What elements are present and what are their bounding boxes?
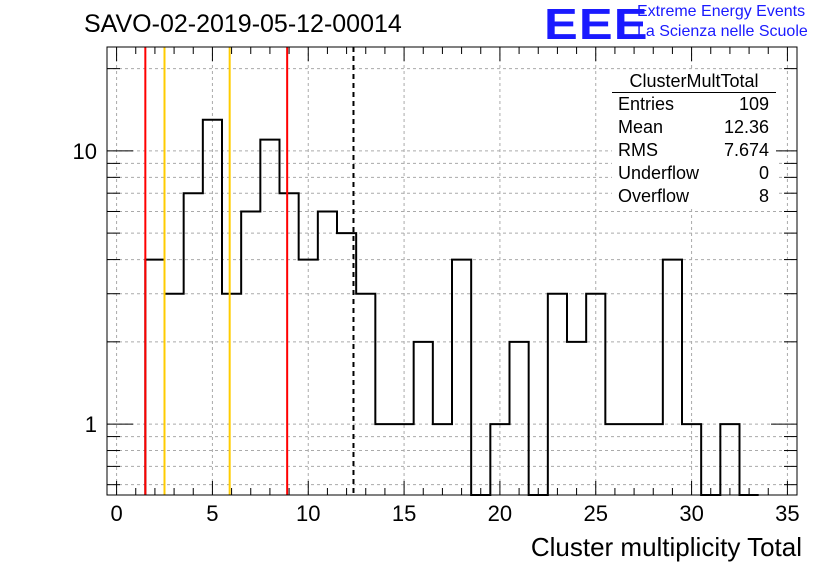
x-tick-label: 15 xyxy=(392,501,416,526)
x-tick-label: 20 xyxy=(488,501,512,526)
stats-value: 8 xyxy=(758,186,769,206)
stats-row-underflow: Underflow 0 xyxy=(612,162,776,185)
stats-box: ClusterMultTotal Entries 109 Mean 12.36 RM… xyxy=(612,70,776,208)
plot-frame xyxy=(106,46,798,496)
x-tick-label: 25 xyxy=(584,501,608,526)
stats-row-rms: RMS 7.674 xyxy=(612,139,776,162)
chart-title: SAVO-02-2019-05-12-00014 xyxy=(84,10,402,38)
stats-value: 7.674 xyxy=(723,140,769,160)
eee-logo: EEE xyxy=(544,0,649,49)
y-tick-label: 10 xyxy=(73,139,97,164)
x-tick-label: 35 xyxy=(775,501,799,526)
stats-label: Overflow xyxy=(618,186,690,206)
x-axis-label: Cluster multiplicity Total xyxy=(530,532,802,562)
x-tick-label: 0 xyxy=(110,501,122,526)
x-tick-label: 5 xyxy=(206,501,218,526)
stats-label: RMS xyxy=(618,140,658,160)
stats-value: 109 xyxy=(738,94,769,114)
stats-label: Underflow xyxy=(618,163,700,183)
y-tick-label: 1 xyxy=(85,412,97,437)
stats-row-mean: Mean 12.36 xyxy=(612,116,776,139)
stats-value: 0 xyxy=(758,163,769,183)
stats-row-entries: Entries 109 xyxy=(612,93,776,116)
x-tick-label: 10 xyxy=(296,501,320,526)
org-name-line2: La Scienza nelle Scuole xyxy=(637,23,808,40)
org-name-line1: Extreme Energy Events xyxy=(637,3,806,20)
stats-value: 12.36 xyxy=(723,117,769,137)
stats-title: ClusterMultTotal xyxy=(612,70,776,93)
stats-label: Mean xyxy=(618,117,664,137)
x-tick-label: 30 xyxy=(679,501,703,526)
stats-label: Entries xyxy=(618,94,675,114)
histogram-outline xyxy=(144,118,759,496)
stats-row-overflow: Overflow 8 xyxy=(612,185,776,208)
